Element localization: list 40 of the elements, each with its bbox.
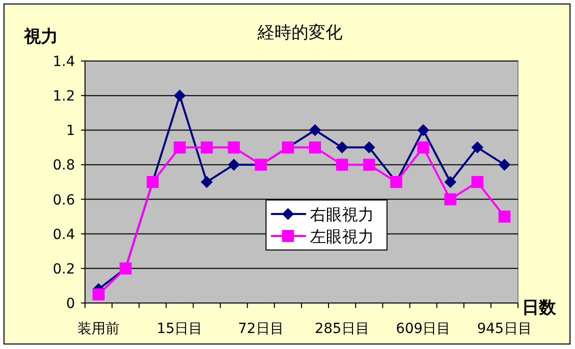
point: [174, 90, 186, 102]
point: [444, 193, 456, 206]
point: [200, 176, 213, 188]
y-tick-label: 0.6: [52, 192, 76, 208]
x-tick-label: 609日目: [396, 321, 451, 337]
point: [336, 158, 348, 171]
point: [309, 141, 322, 154]
point: [417, 141, 430, 154]
y-tick-label: 1: [66, 123, 75, 140]
x-tick-label: 945日目: [477, 321, 532, 337]
y-tick-label: 0.8: [52, 158, 75, 174]
x-tick-label: 72日目: [238, 321, 284, 337]
y-tick-label: 0.4: [52, 226, 76, 243]
point: [336, 141, 348, 154]
point: [471, 176, 484, 188]
point: [498, 210, 510, 223]
x-axis-title: 日数: [522, 298, 557, 318]
point: [498, 158, 510, 171]
point: [228, 158, 240, 171]
y-tick-label: 0: [66, 296, 75, 312]
point: [200, 141, 213, 154]
point: [174, 141, 186, 154]
x-tick-label: 15日目: [156, 321, 203, 337]
legend-label: 左眼視力: [310, 227, 374, 246]
point: [417, 124, 430, 136]
point: [92, 288, 105, 300]
point: [471, 141, 484, 154]
point: [444, 176, 456, 188]
y-tick-label: 1.2: [52, 88, 75, 105]
chart-title: 経時的変化: [256, 23, 342, 43]
x-tick-label: 装用前: [78, 321, 120, 337]
point: [228, 141, 240, 154]
point: [363, 141, 376, 154]
y-axis-title: 視力: [23, 27, 58, 47]
y-tick-label: 0.2: [52, 261, 75, 278]
x-tick-label: 285日目: [314, 321, 370, 337]
point: [363, 158, 376, 171]
legend-label: 右眼視力: [310, 205, 374, 224]
y-tick-label: 1.4: [52, 54, 76, 70]
point: [309, 124, 322, 136]
